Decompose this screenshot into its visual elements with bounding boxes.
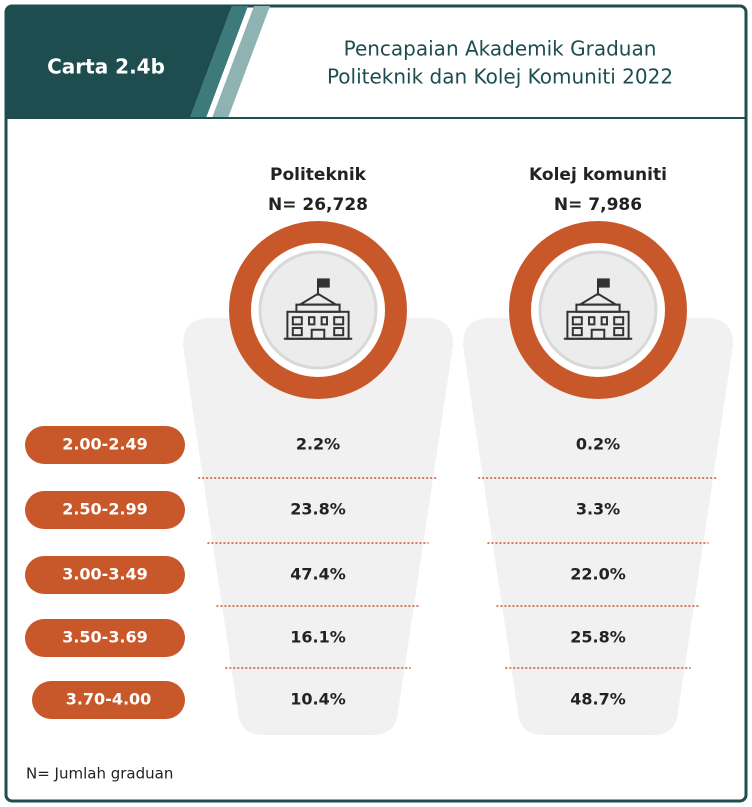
- range-pill: [25, 426, 185, 464]
- column-n: N= 7,986: [554, 195, 642, 215]
- cell-value: 0.2%: [576, 435, 620, 454]
- cell-value: 16.1%: [290, 628, 346, 647]
- range-pill: [32, 681, 185, 719]
- stripe: [212, 6, 270, 118]
- title-line: Pencapaian Akademik Graduan: [344, 37, 657, 61]
- range-label: 2.00-2.49: [62, 435, 148, 454]
- column-title: Kolej komuniti: [529, 165, 667, 185]
- cell-value: 23.8%: [290, 500, 346, 519]
- cell-value: 2.2%: [296, 435, 340, 454]
- column-title: Politeknik: [270, 165, 367, 185]
- funnel: [463, 318, 733, 735]
- cell-value: 48.7%: [570, 690, 626, 709]
- cell-value: 3.3%: [576, 500, 620, 519]
- range-label: 2.50-2.99: [62, 500, 148, 519]
- header-block: [6, 6, 232, 118]
- range-pill: [25, 619, 185, 657]
- range-label: 3.00-3.49: [62, 565, 148, 584]
- cell-value: 10.4%: [290, 690, 346, 709]
- funnel: [183, 318, 453, 735]
- stripe: [190, 6, 248, 118]
- range-pill: [25, 491, 185, 529]
- column-n: N= 26,728: [268, 195, 368, 215]
- chart-label: Carta 2.4b: [47, 55, 165, 79]
- cell-value: 22.0%: [570, 565, 626, 584]
- cell-value: 47.4%: [290, 565, 346, 584]
- footnote: N= Jumlah graduan: [26, 765, 173, 783]
- icon-bg: [258, 250, 378, 370]
- range-pill: [25, 556, 185, 594]
- title-line: Politeknik dan Kolej Komuniti 2022: [327, 65, 673, 89]
- range-label: 3.50-3.69: [62, 628, 148, 647]
- range-label: 3.70-4.00: [66, 690, 152, 709]
- icon-bg: [538, 250, 658, 370]
- cell-value: 25.8%: [570, 628, 626, 647]
